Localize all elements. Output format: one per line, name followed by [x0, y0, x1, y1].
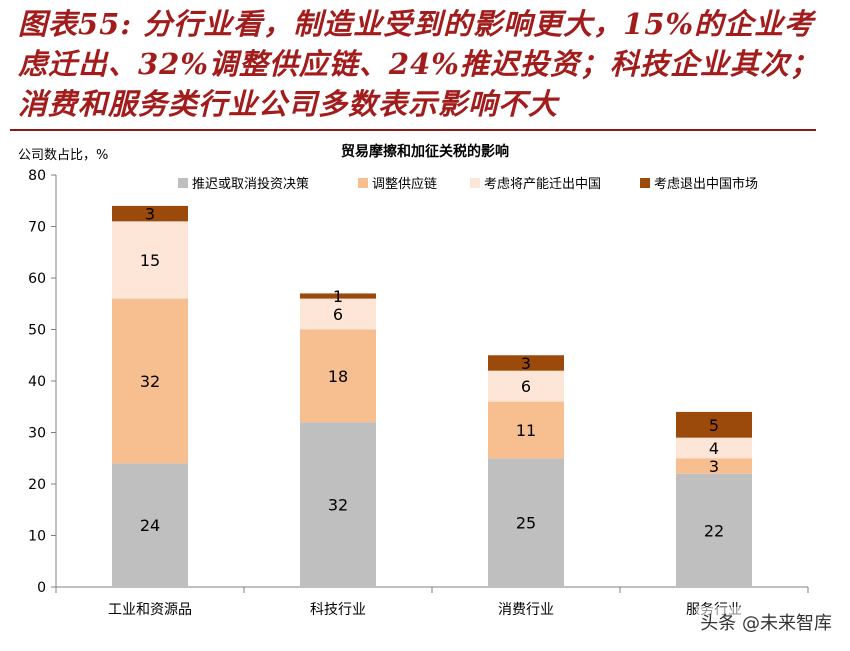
y-tick-label: 70	[28, 220, 46, 236]
y-tick-label: 20	[28, 477, 46, 493]
legend-label: 考虑将产能迁出中国	[484, 177, 601, 192]
data-label: 32	[140, 372, 160, 391]
figure-heading: 图表55: 分行业看，制造业受到的影响更大，15%的企业考虑迁出、32%调整供应…	[18, 7, 820, 121]
bar-segment	[488, 401, 564, 459]
bar-segment	[676, 473, 752, 587]
bar-segment	[112, 221, 188, 299]
y-tick-label: 50	[28, 323, 46, 339]
data-label: 25	[516, 514, 536, 533]
x-tick-label: 科技行业	[310, 602, 366, 618]
legend-swatch	[178, 178, 188, 188]
bar-segment	[300, 422, 376, 587]
y-tick-label: 40	[28, 374, 46, 390]
bar-segment	[488, 355, 564, 371]
data-label: 24	[140, 516, 160, 535]
data-label: 1	[333, 287, 343, 306]
data-label: 6	[333, 305, 343, 324]
y-tick-label: 30	[28, 426, 46, 442]
y-tick-label: 80	[28, 168, 46, 184]
x-tick-label: 工业和资源品	[108, 602, 192, 618]
bar-segment	[676, 437, 752, 459]
y-tick-label: 10	[28, 529, 46, 545]
legend-swatch	[470, 178, 480, 188]
data-label: 5	[709, 416, 719, 435]
data-label: 22	[704, 521, 724, 540]
legend-label: 调整供应链	[372, 176, 437, 192]
bar-segment	[112, 298, 188, 464]
data-label: 4	[709, 439, 719, 458]
data-label: 32	[328, 496, 348, 515]
data-label: 11	[516, 421, 536, 440]
data-label: 3	[145, 205, 155, 224]
data-label: 18	[328, 367, 348, 386]
data-label: 3	[521, 354, 531, 373]
data-label: 6	[521, 377, 531, 396]
bar-segment	[300, 298, 376, 330]
bar-segment	[676, 458, 752, 474]
y-tick-label: 0	[37, 580, 46, 596]
legend-label: 考虑退出中国市场	[654, 176, 758, 192]
legend-label: 推迟或取消投资决策	[192, 176, 309, 192]
data-label: 3	[709, 457, 719, 476]
bar-segment	[488, 370, 564, 402]
legend-swatch	[358, 178, 368, 188]
bar-segment	[300, 293, 376, 299]
bar-segment	[488, 458, 564, 587]
chart-title: 贸易摩擦和加征关税的影响	[341, 143, 509, 160]
bar-segment	[676, 411, 752, 438]
bar-segment	[112, 205, 188, 222]
plot-area: 010203040506070802432153工业和资源品321861科技行业…	[28, 168, 809, 618]
y-axis-label: 公司数占比，%	[18, 148, 108, 163]
heading-divider	[10, 129, 816, 131]
data-label: 15	[140, 251, 160, 270]
bar-segment	[112, 463, 188, 587]
y-tick-label: 60	[28, 271, 46, 287]
bar-segment	[300, 329, 376, 423]
watermark: 头条 @未来智库	[696, 607, 836, 637]
legend: 推迟或取消投资决策 调整供应链 考虑将产能迁出中国 考虑退出中国市场	[178, 176, 758, 192]
legend-swatch	[640, 178, 650, 188]
x-tick-label: 消费行业	[498, 602, 554, 618]
